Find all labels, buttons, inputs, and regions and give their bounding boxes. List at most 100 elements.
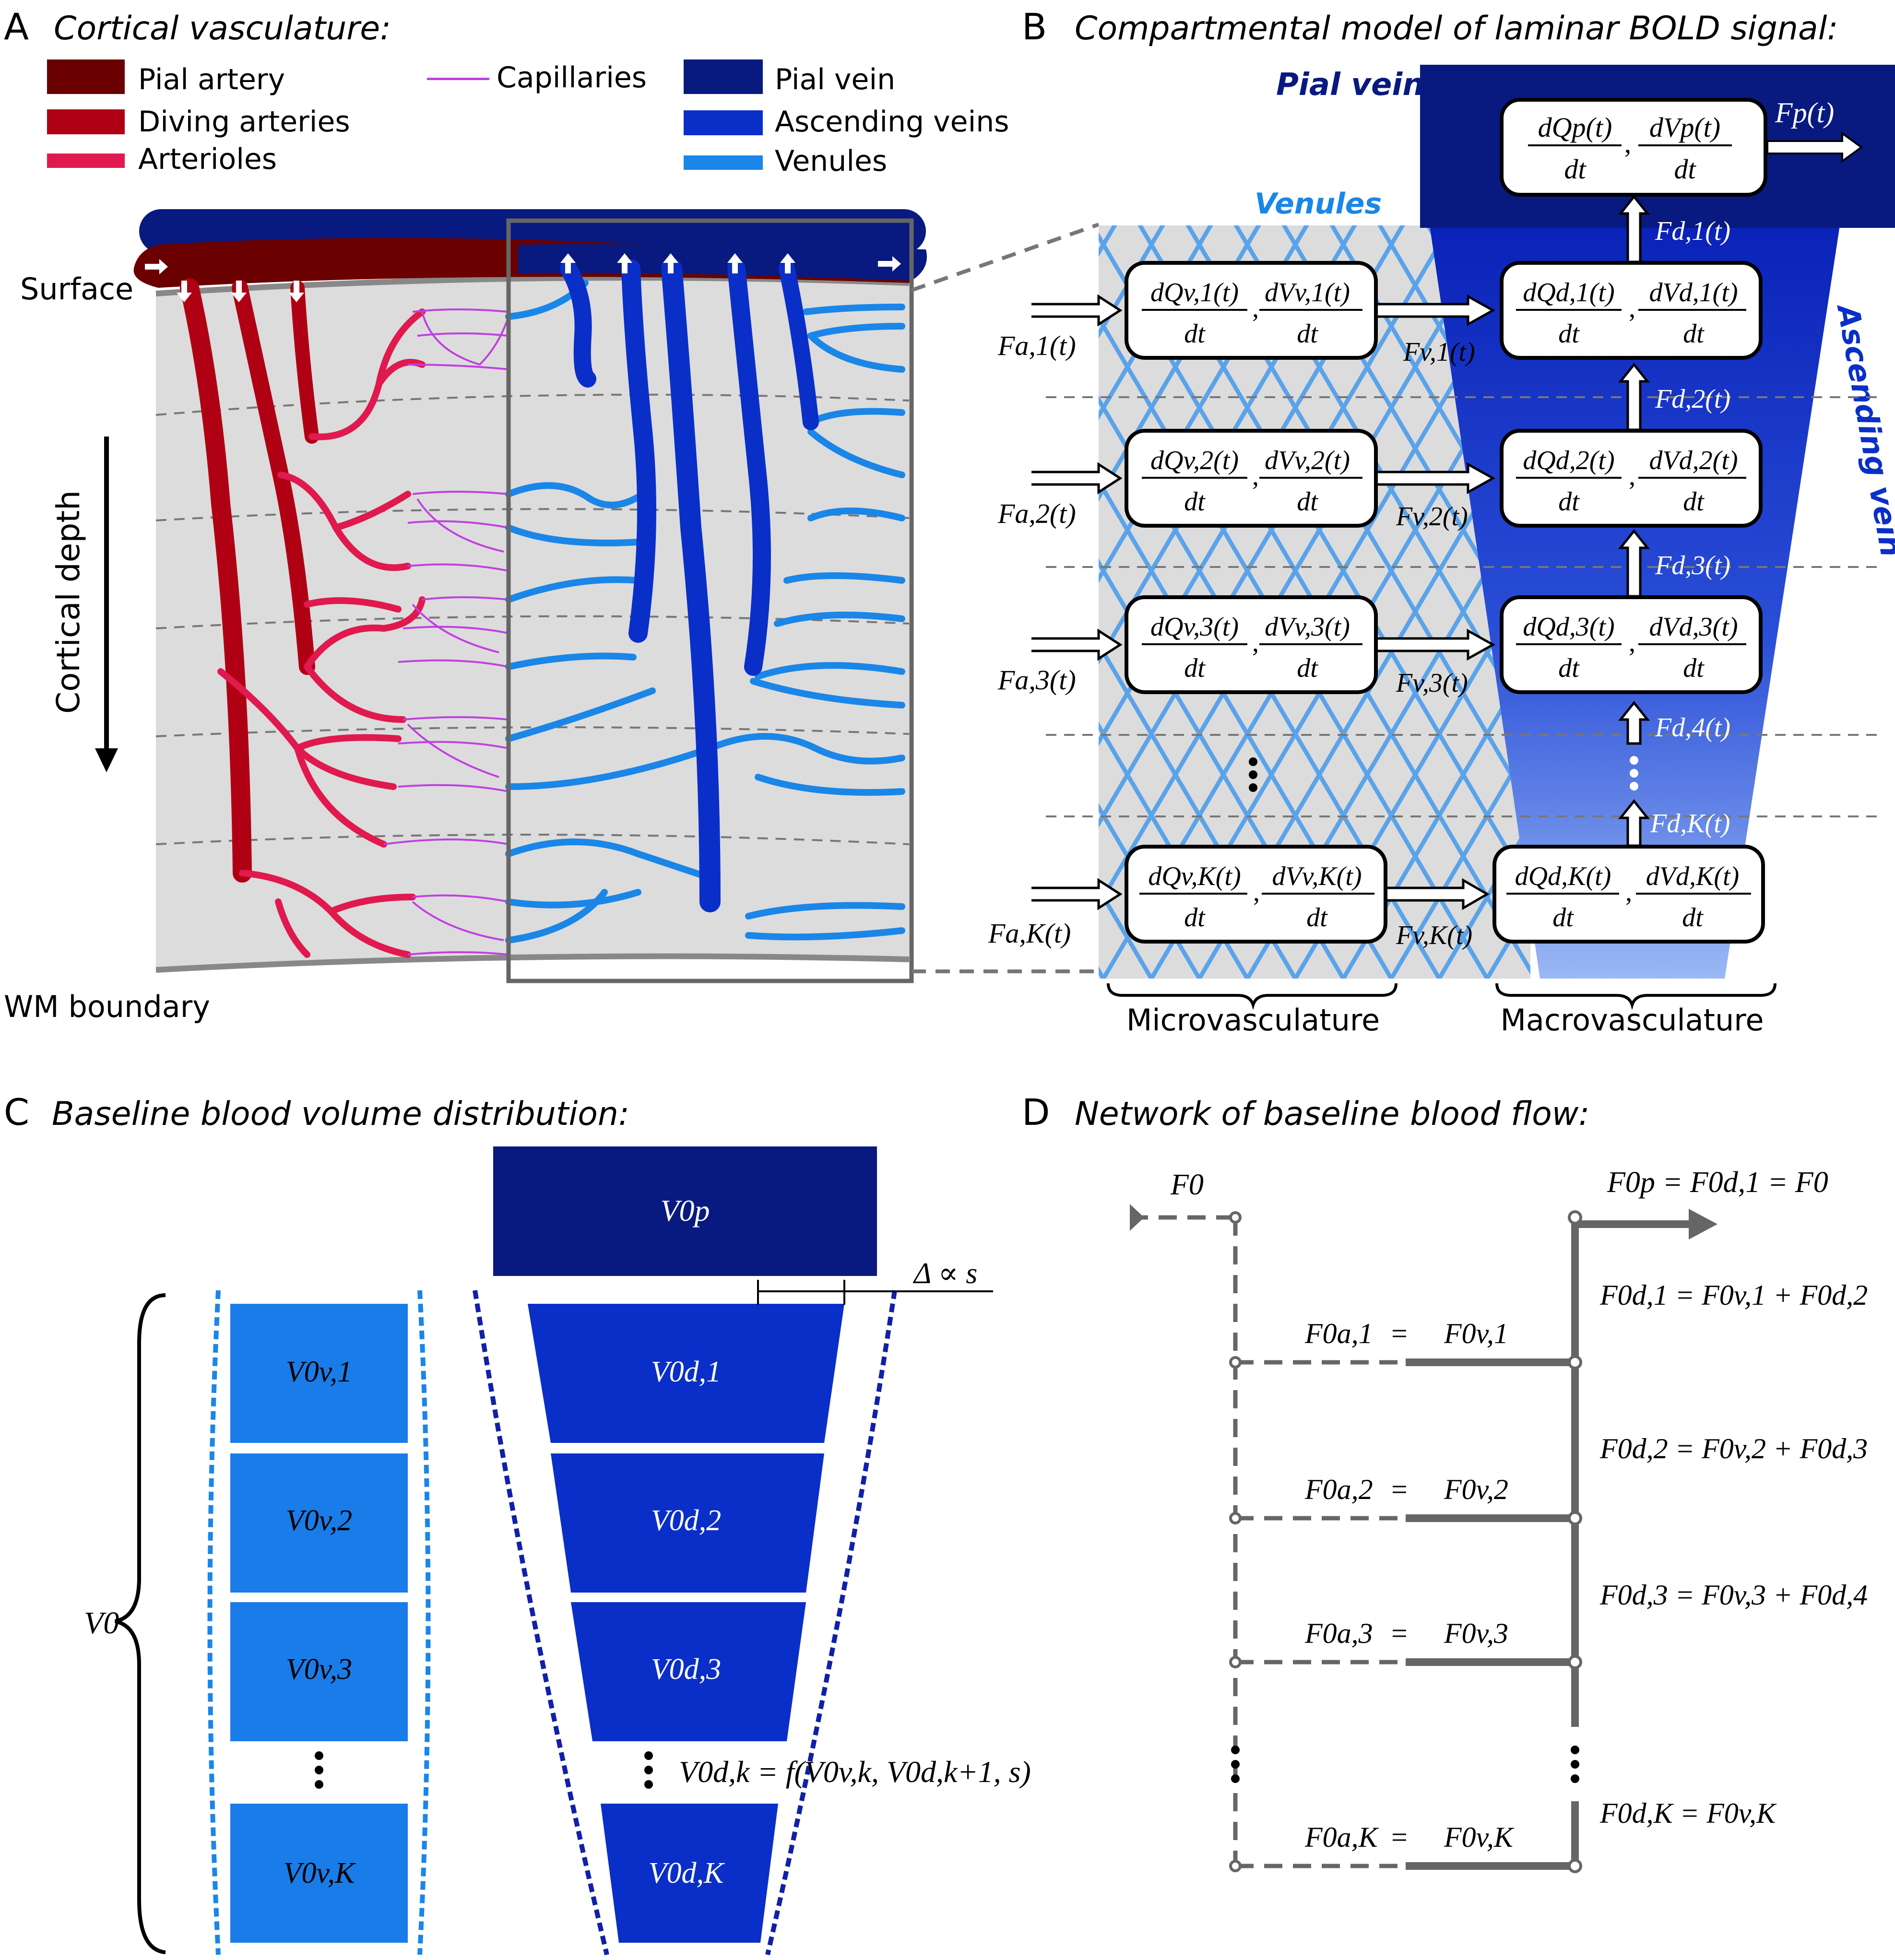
ascending-box-k-den1: dt	[1552, 903, 1574, 933]
sum-eq-3: F0d,3 = F0v,3 + F0d,4	[1599, 1579, 1868, 1611]
pial-vein-label: Pial vein	[1276, 67, 1424, 103]
layer-dividers	[1046, 396, 1881, 817]
ellipsis-micro	[1249, 757, 1257, 792]
ascending-veins	[560, 258, 819, 912]
pial-vein-front	[518, 244, 927, 281]
venule-box-1	[1125, 261, 1378, 360]
venule-box-1-num2: dVv,1(t)	[1265, 278, 1350, 307]
eq2-label: =	[1391, 1474, 1408, 1505]
f0v3-label: F0v,3	[1444, 1618, 1508, 1649]
venule-volume-2	[230, 1453, 408, 1593]
svg-text:,: ,	[1252, 461, 1259, 491]
ascending-box-1-num1: dQd,1(t)	[1523, 278, 1614, 307]
capillaries	[383, 308, 509, 956]
wm-boundary-line	[155, 953, 910, 973]
fa-arrow-1	[1031, 294, 1123, 327]
venule-box-3-den1: dt	[1184, 653, 1206, 683]
fv-arrow-3	[1378, 628, 1496, 661]
f0a3-label: F0a,3	[1304, 1618, 1373, 1649]
eq1-label: =	[1391, 1318, 1408, 1349]
ascending-box-3-den1: dt	[1558, 653, 1580, 683]
fd-arrow-1	[1618, 194, 1650, 263]
fa-arrow-2	[1031, 462, 1123, 495]
ascending-box-3-num2: dVd,3(t)	[1649, 612, 1738, 642]
pial-output-label: Fp(t)	[1775, 97, 1834, 129]
legend-swatch-pial-vein	[684, 59, 763, 94]
venule-box-2-den2: dt	[1297, 487, 1318, 517]
macro-brace	[1495, 983, 1777, 1010]
legend-swatch-ascending-veins	[684, 110, 763, 135]
svg-text:,: ,	[1252, 628, 1259, 658]
svg-text:,: ,	[1624, 128, 1632, 159]
venule-box-k-num1: dQv,K(t)	[1148, 862, 1241, 891]
flow-sum-equations: F0d,1 = F0v,1 + F0d,2 F0d,2 = F0v,2 + F0…	[1599, 1279, 1868, 1829]
fd-label-4: Fd,4(t)	[1655, 713, 1730, 743]
inflow-marker	[1130, 1204, 1144, 1231]
venule-box-3-num2: dVv,3(t)	[1265, 612, 1350, 642]
venule-volumes: V0v,1 V0v,2 V0v,3 V0v,K	[230, 1304, 408, 1943]
f0v1-label: F0v,1	[1444, 1318, 1508, 1349]
venule-box-k-num2: dVv,K(t)	[1272, 862, 1362, 891]
bounding-dashes	[207, 1290, 897, 1956]
fd-arrow-k	[1618, 799, 1650, 847]
delta-label: Δ ∝ s	[912, 1257, 977, 1290]
cortical-depth-label: Cortical depth	[50, 490, 87, 714]
ascending-box-k-den2: dt	[1682, 903, 1704, 933]
venule-volume-k	[230, 1804, 408, 1943]
v0p-label: V0p	[660, 1193, 710, 1228]
panel-b-letter: B	[1022, 5, 1047, 48]
ascending-box-1-den2: dt	[1683, 319, 1705, 349]
pial-box-num2: dVp(t)	[1649, 112, 1720, 143]
f0a1-label: F0a,1	[1304, 1318, 1373, 1349]
legend-swatch-arterioles	[47, 153, 125, 168]
arterioles	[217, 308, 426, 958]
sum-eq-k: F0d,K = F0v,K	[1599, 1797, 1777, 1829]
f0a2-label: F0a,2	[1304, 1474, 1373, 1505]
v0d3-label: V0d,3	[651, 1653, 721, 1686]
fv-label-1: Fv,1(t)	[1403, 337, 1475, 367]
legend-label-pial-artery: Pial artery	[138, 63, 285, 96]
legend-label-pial-vein: Pial vein	[775, 63, 895, 96]
ascending-box-k-num2: dVd,K(t)	[1646, 862, 1739, 891]
row-3: dQv,3(t) dVv,3(t) , dt dt dQd,3(t) dVd,3…	[997, 529, 1763, 698]
fd-label-3: Fd,3(t)	[1655, 551, 1730, 580]
fa-label-1: Fa,1(t)	[997, 330, 1076, 361]
pial-box-den2: dt	[1674, 153, 1696, 185]
sum-eq-2: F0d,2 = F0v,2 + F0d,3	[1599, 1433, 1868, 1464]
venule-box-1-den1: dt	[1184, 319, 1206, 349]
v0d2-label: V0d,2	[651, 1504, 721, 1537]
f0v2-label: F0v,2	[1444, 1474, 1508, 1505]
panel-d-letter: D	[1022, 1091, 1050, 1133]
panel-c-letter: C	[4, 1091, 29, 1133]
eq3-label: =	[1391, 1618, 1408, 1649]
venule-box-k-den2: dt	[1306, 903, 1328, 933]
v0dK-label: V0d,K	[649, 1857, 725, 1889]
svg-text:,: ,	[1629, 294, 1635, 323]
ascending-box-2-num1: dQd,2(t)	[1523, 446, 1614, 475]
arterial-nodes	[1229, 1211, 1242, 1872]
pial-volume-box	[493, 1146, 877, 1276]
fd-label-1: Fd,1(t)	[1655, 216, 1730, 246]
panel-d-title: Network of baseline blood flow:	[1075, 1095, 1589, 1133]
row-k: dQv,K(t) dVv,K(t) , dt dt dQd,K(t) dVd,K…	[988, 700, 1765, 950]
fv-arrow-k	[1387, 878, 1490, 910]
pial-box-den1: dt	[1564, 153, 1587, 185]
asc-volume-1	[528, 1304, 844, 1443]
macro-label: Macrovasculature	[1500, 1003, 1764, 1038]
v0v3-label: V0v,3	[286, 1653, 352, 1686]
panel-c-title: Baseline blood volume distribution:	[52, 1095, 629, 1133]
venule-box-3-den2: dt	[1297, 653, 1318, 683]
panel-c: C Baseline blood volume distribution: V0…	[4, 1091, 1031, 1956]
surface-label: Surface	[20, 272, 133, 307]
ellipsis-macro	[1630, 756, 1638, 791]
v0-brace	[115, 1293, 166, 1954]
fa-arrow-k	[1031, 878, 1123, 910]
venous-network	[1406, 1217, 1689, 1870]
v0-label: V0	[84, 1606, 119, 1641]
svg-text:,: ,	[1253, 877, 1260, 907]
ascending-box-3-num1: dQd,3(t)	[1523, 612, 1614, 642]
legend-label-diving-arteries: Diving arteries	[138, 105, 350, 139]
fv-label-3: Fv,3(t)	[1396, 668, 1468, 698]
eqK-label: =	[1391, 1821, 1408, 1853]
v0v2-label: V0v,2	[286, 1504, 352, 1537]
